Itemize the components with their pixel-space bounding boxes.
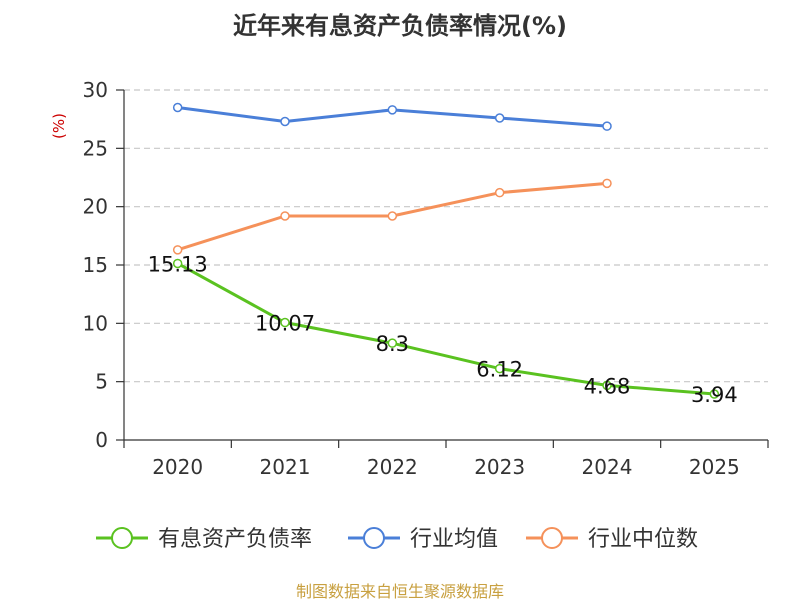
x-tick-label: 2022 (367, 455, 418, 479)
data-point (172, 245, 183, 255)
data-point (494, 363, 505, 374)
legend-marker (541, 527, 563, 549)
data-point (172, 102, 183, 113)
data-point (172, 258, 183, 269)
series-line (176, 262, 715, 396)
x-tick-label: 2020 (152, 455, 203, 479)
chart-title: 近年来有息资产负债率情况(%) (233, 12, 567, 40)
data-point (494, 187, 505, 198)
data-point (602, 178, 612, 189)
data-point (280, 211, 290, 221)
series-lines (172, 102, 720, 399)
legend-label: 行业中位数 (588, 527, 698, 552)
y-tick-label: 10 (83, 311, 108, 335)
x-tick-label: 2023 (474, 455, 525, 479)
data-point (494, 113, 505, 123)
legend: 有息资产负债率 行业均值 行业中位数 (96, 527, 698, 552)
data-point (602, 121, 612, 131)
axes (116, 89, 769, 448)
data-label: 8.3 (376, 332, 409, 356)
data-point (387, 211, 398, 221)
legend-marker (363, 527, 385, 549)
legend-marker (111, 527, 133, 549)
data-label: 4.68 (584, 374, 631, 398)
data-label: 15.13 (148, 252, 208, 276)
data-point (602, 380, 612, 391)
y-tick-label: 15 (83, 253, 108, 277)
data-point (709, 389, 720, 399)
data-label: 6.12 (476, 358, 523, 382)
data-point (280, 116, 290, 127)
grid-lines (124, 89, 768, 383)
data-label: 10.07 (255, 312, 315, 336)
y-axis-label: (%) (50, 113, 68, 139)
legend-label: 有息资产负债率 (158, 527, 312, 552)
data-point (387, 338, 398, 348)
x-tick-label: 2025 (689, 455, 740, 479)
legend-label: 行业均值 (410, 527, 498, 552)
x-tick-labels: 2020 2021 2022 2023 2024 2025 (152, 455, 740, 479)
y-tick-label: 5 (95, 370, 108, 394)
y-tick-label: 0 (95, 428, 108, 452)
data-point (387, 105, 398, 115)
y-tick-label: 25 (83, 136, 108, 160)
y-tick-labels: 0 5 10 15 20 25 30 (83, 78, 108, 452)
x-tick-label: 2024 (582, 455, 633, 479)
data-label: 3.94 (691, 383, 738, 407)
y-tick-label: 20 (83, 195, 108, 219)
data-labels: 15.13 10.07 8.3 6.12 4.68 3.94 (148, 252, 738, 407)
data-point (280, 317, 290, 328)
source-note: 制图数据来自恒生聚源数据库 (295, 582, 504, 601)
y-tick-label: 30 (83, 78, 108, 102)
x-tick-label: 2021 (260, 455, 311, 479)
